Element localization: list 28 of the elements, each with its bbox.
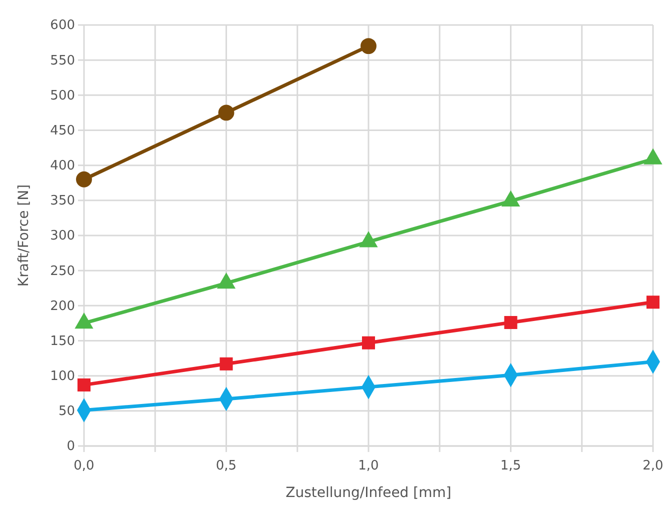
y-tick-label: 400 [50,158,75,174]
point [504,316,518,330]
point [220,357,233,370]
point [362,336,376,350]
y-axis-title: Kraft/Force [N] [16,184,32,287]
y-tick-label: 500 [50,88,75,104]
x-tick-label: 1,5 [500,458,522,474]
y-tick-label: 550 [50,53,75,68]
y-tick-label: 50 [58,404,75,420]
y-tick-label: 350 [50,194,75,209]
y-tick-label: 600 [50,18,75,34]
y-tick-label: 300 [50,228,75,244]
x-tick-label: 0,5 [216,458,237,474]
point [646,296,660,309]
x-tick-label: 1,0 [358,458,379,474]
point [76,171,92,188]
x-axis-title: Zustellung/Infeed [mm] [286,485,452,501]
y-tick-label: 200 [50,298,75,314]
y-tick-label: 150 [50,334,75,349]
x-tick-label: 2,0 [642,458,664,474]
y-tick-label: 450 [50,123,75,138]
y-tick-label: 0 [66,439,75,454]
point [360,38,376,54]
y-tick-label: 250 [50,264,75,279]
point [77,378,91,392]
point [218,104,234,121]
y-tick-label: 100 [50,368,75,384]
x-tick-label: 0,0 [74,458,94,474]
